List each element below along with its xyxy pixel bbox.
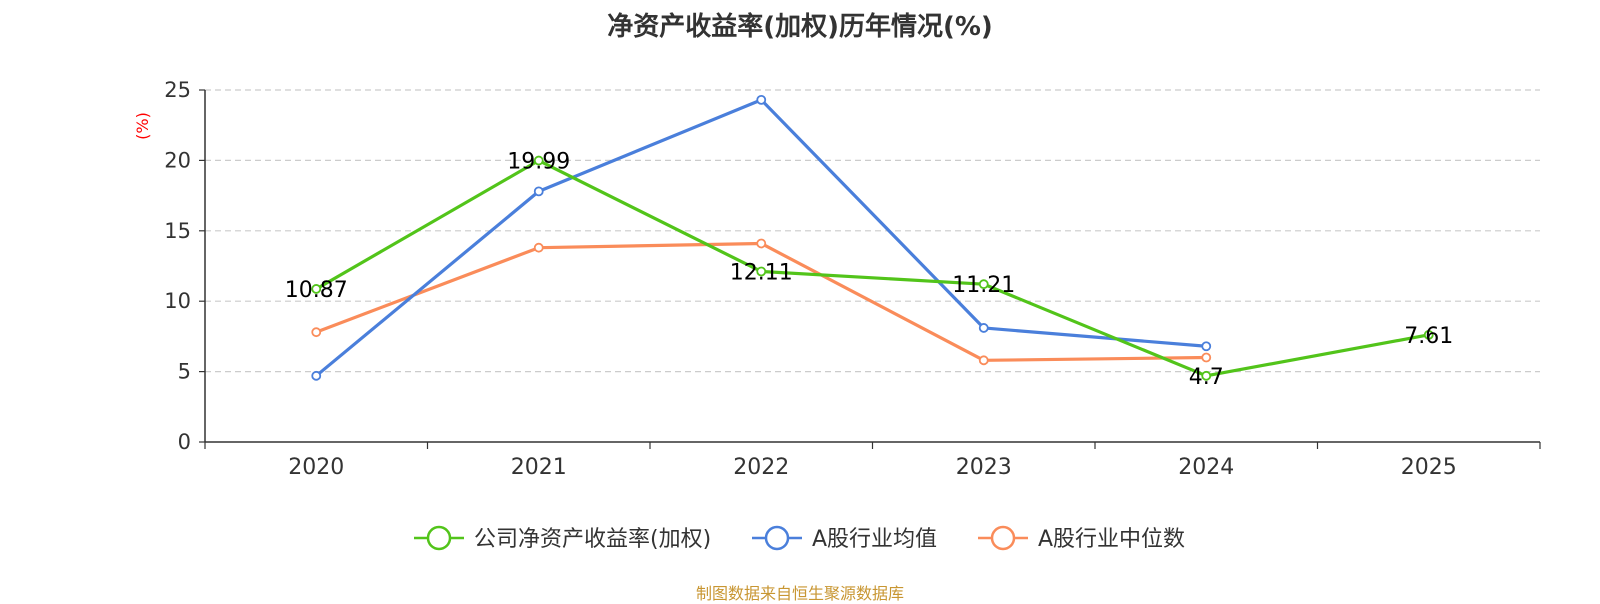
series-0-point-5 <box>1423 329 1434 340</box>
x-tick-label-2023: 2023 <box>956 455 1012 480</box>
y-tick-label: 25 <box>164 78 191 102</box>
series-1-point-4 <box>1201 341 1212 352</box>
x-tick-label-2021: 2021 <box>511 455 567 480</box>
legend-label-0: 公司净资产收益率(加权) <box>474 527 711 552</box>
series-1-point-2 <box>756 94 767 105</box>
series-0-point-3 <box>978 279 989 290</box>
series-0-point-0 <box>311 284 322 294</box>
legend-label-2: A股行业中位数 <box>1038 527 1185 552</box>
series-1-point-0 <box>311 370 322 381</box>
data-label-2021: 19.99 <box>507 150 570 175</box>
y-tick-label: 15 <box>164 219 191 243</box>
y-tick-label: 10 <box>164 289 191 313</box>
x-tick-label-2025: 2025 <box>1401 455 1457 480</box>
series-2-point-1 <box>533 242 544 253</box>
series-2-point-4 <box>1201 352 1212 363</box>
legend-marker-icon-2 <box>990 525 1016 551</box>
legend-label-1: A股行业均值 <box>812 527 937 552</box>
label-layer: 10.87 19.99 12.11 11.21 4.7 7.61 <box>285 150 1453 390</box>
series-1-point-3 <box>978 323 989 333</box>
data-label-2025: 7.61 <box>1404 324 1453 349</box>
series-layer <box>311 94 1434 381</box>
chart-title: 净资产收益率(加权)历年情况(%) <box>607 12 993 42</box>
data-label-2020: 10.87 <box>285 278 348 303</box>
series-0-point-4 <box>1201 370 1212 381</box>
series-0-point-1 <box>533 155 544 166</box>
legend-marker-icon-1 <box>764 525 790 551</box>
series-2-point-0 <box>311 327 322 338</box>
y-tick-label: 0 <box>178 430 191 454</box>
x-tick-label-2024: 2024 <box>1178 455 1234 480</box>
series-line-0 <box>315 158 1430 378</box>
y-tick-label: 20 <box>164 148 191 172</box>
source-note: 制图数据来自恒生聚源数据库 <box>695 584 904 603</box>
data-label-2023: 11.21 <box>952 273 1015 298</box>
y-axis-unit-label: (%) <box>133 112 152 140</box>
series-0-point-2 <box>756 266 767 277</box>
data-label-2022: 12.11 <box>730 260 793 285</box>
series-2-point-3 <box>978 355 989 366</box>
series-2-point-2 <box>756 238 767 249</box>
grid-layer <box>205 89 1540 373</box>
legend-marker-icon-0 <box>426 525 452 551</box>
series-line-1 <box>315 98 1207 378</box>
series-1-point-1 <box>533 186 544 197</box>
x-tick-label-2022: 2022 <box>733 455 789 480</box>
legend: 公司净资产收益率(加权) A股行业均值 A股行业中位数 <box>414 525 1185 552</box>
data-label-2024: 4.7 <box>1189 365 1224 390</box>
x-tick-label-2020: 2020 <box>288 455 344 480</box>
y-tick-label: 5 <box>178 360 191 384</box>
